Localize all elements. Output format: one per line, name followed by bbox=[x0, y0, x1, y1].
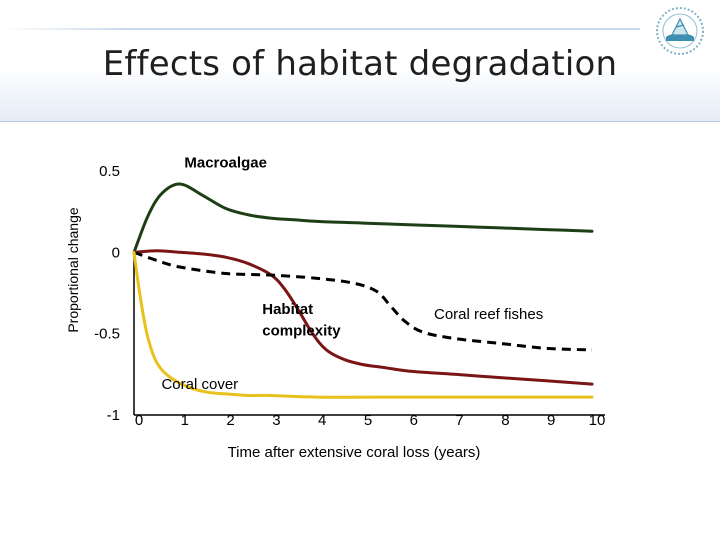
slide-title: Effects of habitat degradation bbox=[102, 44, 618, 84]
annotation-label: complexity bbox=[262, 322, 341, 339]
x-tick-label: 7 bbox=[455, 412, 463, 429]
y-tick-label: -1 bbox=[107, 407, 120, 424]
annotation-label: Habitat bbox=[262, 301, 313, 318]
series-group bbox=[132, 182, 594, 399]
annotation-label: Coral reef fishes bbox=[434, 306, 543, 323]
x-tick-label: 1 bbox=[181, 412, 189, 429]
series-line-habitat-complexity bbox=[132, 249, 594, 386]
y-tick-label: 0.5 bbox=[99, 163, 120, 180]
y-tick-label: -0.5 bbox=[94, 326, 120, 343]
series-line-coral-reef-fishes bbox=[133, 250, 593, 352]
coral-reef-logo-icon bbox=[656, 7, 704, 55]
x-tick-label: 8 bbox=[501, 412, 509, 429]
header-top-rule bbox=[0, 28, 640, 30]
series-line-coral-cover bbox=[132, 250, 594, 399]
y-axis-title: Proportional change bbox=[65, 207, 81, 333]
annotation-label: Coral cover bbox=[161, 376, 238, 393]
x-tick-label: 5 bbox=[364, 412, 372, 429]
x-tick-label: 6 bbox=[410, 412, 418, 429]
x-tick-label: 10 bbox=[589, 412, 606, 429]
x-axis-title: Time after extensive coral loss (years) bbox=[228, 444, 481, 461]
x-tick-label: 2 bbox=[226, 412, 234, 429]
x-tick-label: 0 bbox=[135, 412, 143, 429]
annotations: Macroalgae Habitat complexity Coral reef fi… bbox=[161, 155, 543, 393]
x-tick-label: 3 bbox=[272, 412, 280, 429]
annotation-label: Macroalgae bbox=[184, 155, 267, 172]
x-tick-label: 4 bbox=[318, 412, 326, 429]
header-bottom-rule bbox=[0, 121, 720, 122]
axes bbox=[133, 252, 605, 416]
y-tick-label: 0 bbox=[112, 244, 120, 261]
slide-header bbox=[0, 0, 720, 122]
series-line-macroalgae bbox=[132, 182, 594, 254]
y-tick-labels: 0.5 0 -0.5 -1 bbox=[94, 163, 120, 424]
x-tick-labels: 0 1 2 3 4 5 6 7 8 9 10 bbox=[135, 412, 606, 429]
x-tick-label: 9 bbox=[547, 412, 555, 429]
